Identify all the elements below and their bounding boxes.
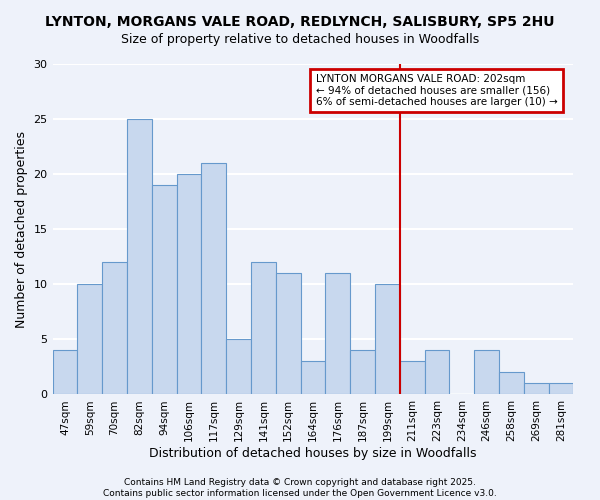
Bar xyxy=(251,262,276,394)
Bar xyxy=(400,362,425,394)
Bar xyxy=(152,185,176,394)
Bar xyxy=(548,384,574,394)
Bar xyxy=(499,372,524,394)
Bar xyxy=(77,284,102,395)
Bar xyxy=(176,174,202,394)
Bar xyxy=(127,119,152,394)
Bar xyxy=(375,284,400,395)
Bar xyxy=(524,384,548,394)
Bar xyxy=(226,340,251,394)
Bar xyxy=(53,350,77,395)
Text: Contains HM Land Registry data © Crown copyright and database right 2025.
Contai: Contains HM Land Registry data © Crown c… xyxy=(103,478,497,498)
Bar xyxy=(276,274,301,394)
Bar xyxy=(301,362,325,394)
Bar xyxy=(202,163,226,394)
Bar xyxy=(102,262,127,394)
Text: LYNTON, MORGANS VALE ROAD, REDLYNCH, SALISBURY, SP5 2HU: LYNTON, MORGANS VALE ROAD, REDLYNCH, SAL… xyxy=(45,15,555,29)
Text: LYNTON MORGANS VALE ROAD: 202sqm
← 94% of detached houses are smaller (156)
6% o: LYNTON MORGANS VALE ROAD: 202sqm ← 94% o… xyxy=(316,74,557,107)
Text: Size of property relative to detached houses in Woodfalls: Size of property relative to detached ho… xyxy=(121,32,479,46)
Bar xyxy=(325,274,350,394)
Y-axis label: Number of detached properties: Number of detached properties xyxy=(15,130,28,328)
Bar xyxy=(474,350,499,395)
X-axis label: Distribution of detached houses by size in Woodfalls: Distribution of detached houses by size … xyxy=(149,447,477,460)
Bar xyxy=(350,350,375,395)
Bar xyxy=(425,350,449,395)
